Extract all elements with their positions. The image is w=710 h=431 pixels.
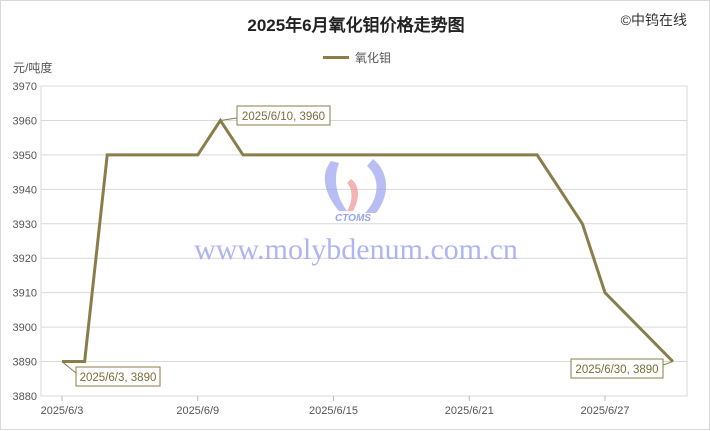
y-tick-label: 3920	[13, 253, 37, 265]
y-tick-label: 3900	[13, 322, 37, 334]
annotation-label: 2025/6/10, 3960	[242, 111, 325, 123]
y-tick-label: 3880	[13, 391, 37, 403]
y-tick-label: 3950	[13, 150, 37, 162]
y-tick-label: 3940	[13, 184, 37, 196]
y-tick-label: 3970	[13, 81, 37, 93]
watermark-logo	[347, 179, 358, 211]
y-tick-label: 3960	[13, 115, 37, 127]
watermark-url: www.molybdenum.com.cn	[194, 233, 518, 266]
annotation-label: 2025/6/3, 3890	[80, 372, 157, 384]
y-tick-label: 3890	[13, 357, 37, 369]
annotation-label: 2025/6/30, 3890	[575, 364, 658, 376]
x-tick-label: 2025/6/21	[445, 405, 494, 417]
annotation-leader	[663, 362, 673, 365]
watermark-logo-text: CTOMS	[335, 213, 371, 224]
y-tick-label: 3910	[13, 288, 37, 300]
x-tick-label: 2025/6/9	[176, 405, 219, 417]
y-tick-label: 3930	[13, 219, 37, 231]
annotation-leader	[62, 362, 76, 373]
x-tick-label: 2025/6/3	[41, 405, 84, 417]
watermark-logo	[325, 161, 347, 211]
watermark-logo	[365, 159, 386, 213]
x-tick-label: 2025/6/15	[309, 405, 358, 417]
x-tick-label: 2025/6/27	[581, 405, 630, 417]
